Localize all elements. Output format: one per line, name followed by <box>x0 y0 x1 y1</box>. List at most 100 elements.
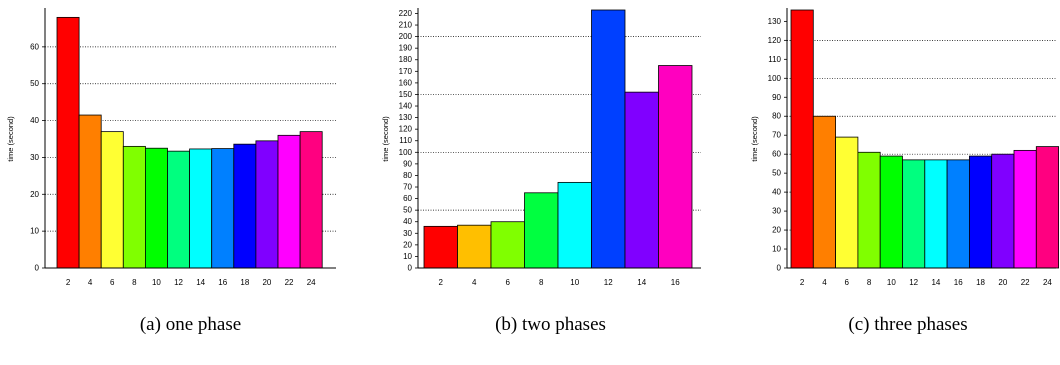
bar-10 <box>879 155 903 269</box>
y-tick-label: 10 <box>403 252 412 261</box>
y-tick-label: 180 <box>399 55 413 64</box>
y-tick-label: 170 <box>399 67 413 76</box>
x-tick-label: 2 <box>439 278 444 287</box>
y-tick-label: 80 <box>772 112 781 121</box>
bar-8 <box>857 151 881 269</box>
y-tick-label: 30 <box>403 229 412 238</box>
x-tick-label: 20 <box>998 278 1007 287</box>
x-tick-label: 16 <box>671 278 680 287</box>
caption-three-phases: (c) three phases <box>848 314 968 335</box>
y-tick-label: 100 <box>399 148 413 157</box>
chart-two-phases: 2 4 6 8 10 12 14 160102030405060708090100110120… <box>381 8 701 287</box>
y-tick-label: 40 <box>30 116 39 125</box>
x-tick-label: 22 <box>1021 278 1030 287</box>
x-tick-label: 16 <box>218 278 227 287</box>
y-tick-label: 210 <box>399 21 413 30</box>
y-tick-label: 150 <box>399 90 413 99</box>
x-tick-label: 14 <box>196 278 205 287</box>
bar-22 <box>277 134 301 269</box>
bar-20 <box>991 153 1015 269</box>
bar-6 <box>100 131 124 269</box>
bar-10 <box>557 181 592 269</box>
y-tick-label: 20 <box>772 226 781 235</box>
x-tick-label: 10 <box>570 278 579 287</box>
x-tick-label: 8 <box>867 278 872 287</box>
x-tick-label: 20 <box>262 278 271 287</box>
bar-12 <box>167 150 191 269</box>
x-tick-label: 10 <box>887 278 896 287</box>
y-tick-label: 110 <box>399 136 412 145</box>
x-tick-label: 6 <box>845 278 850 287</box>
x-tick-label: 24 <box>1043 278 1052 287</box>
y-tick-label: 50 <box>772 169 781 178</box>
y-tick-label: 50 <box>403 206 412 215</box>
y-tick-label: 20 <box>30 190 39 199</box>
x-tick-label: 18 <box>976 278 985 287</box>
y-tick-label: 120 <box>768 36 782 45</box>
x-tick-label: 14 <box>931 278 940 287</box>
x-tick-label: 12 <box>174 278 183 287</box>
y-tick-label: 90 <box>772 93 781 102</box>
bar-8 <box>524 192 559 269</box>
y-tick-label: 30 <box>772 207 781 216</box>
bar-16 <box>211 148 235 269</box>
x-tick-label: 10 <box>152 278 161 287</box>
y-tick-label: 60 <box>772 150 781 159</box>
y-tick-label: 50 <box>30 79 39 88</box>
y-tick-label: 20 <box>403 240 412 249</box>
bar-14 <box>924 159 948 269</box>
bar-22 <box>1013 149 1037 269</box>
bar-4 <box>812 115 837 269</box>
bar-18 <box>968 155 993 269</box>
chart-panel-b: 2 4 6 8 10 12 14 16 0 10 20 30 40 50 60 70 80 90 100 110 120… <box>360 0 705 365</box>
y-tick-label: 130 <box>399 113 413 122</box>
y-tick-label: 40 <box>403 217 412 226</box>
y-tick-label: 0 <box>777 264 782 273</box>
x-tick-label: 12 <box>909 278 918 287</box>
bar-24 <box>299 131 323 269</box>
y-tick-label: 70 <box>772 131 781 140</box>
bar-16 <box>658 65 693 269</box>
x-tick-label: 2 <box>800 278 805 287</box>
y-tick-label: 90 <box>403 159 412 168</box>
y-tick-label: 0 <box>35 264 40 273</box>
x-tick-label: 6 <box>506 278 511 287</box>
bar-12 <box>591 9 626 269</box>
bar-6 <box>835 136 859 269</box>
x-tick-label: 8 <box>132 278 137 287</box>
x-tick-label: 12 <box>604 278 613 287</box>
caption-two-phases: (b) two phases <box>495 314 606 335</box>
bar-20 <box>255 140 279 269</box>
y-tick-label: 10 <box>772 245 781 254</box>
chart-three-phases: 2 4 6 8 10 12 14 16 18 20 22 2401020304050607080901… <box>750 8 1059 287</box>
bar-18 <box>233 143 257 269</box>
x-tick-label: 16 <box>954 278 963 287</box>
x-tick-label: 14 <box>637 278 646 287</box>
bar-14 <box>624 91 659 269</box>
bar-10 <box>144 147 168 269</box>
y-axis-label: time (second) <box>750 116 759 162</box>
caption-one-phase: (a) one phase <box>139 314 242 335</box>
y-tick-label: 60 <box>30 42 39 51</box>
x-tick-label: 22 <box>285 278 294 287</box>
y-tick-label: 110 <box>768 55 781 64</box>
y-tick-label: 0 <box>408 264 413 273</box>
bar-2 <box>56 16 80 269</box>
x-tick-label: 8 <box>539 278 544 287</box>
y-tick-label: 40 <box>772 188 781 197</box>
y-tick-label: 70 <box>403 183 412 192</box>
chart-panel-c: 2 4 6 8 10 12 14 16 18 20 22 24 0 10 20 30 40 50 60 70 80 90 1… <box>720 0 1060 365</box>
bar-8 <box>122 145 146 269</box>
y-tick-label: 10 <box>30 227 39 236</box>
x-tick-label: 4 <box>822 278 827 287</box>
y-tick-label: 220 <box>399 9 413 18</box>
y-tick-label: 160 <box>399 78 413 87</box>
bar-12 <box>902 159 926 269</box>
y-tick-label: 130 <box>768 17 782 26</box>
chart-panel-a: 2 4 6 8 10 12 14 16 18 20 22 24 0 10 20 30 40 50 60 time (s… <box>0 0 345 365</box>
y-tick-label: 190 <box>399 44 413 53</box>
x-tick-label: 4 <box>88 278 93 287</box>
bar-24 <box>1035 146 1059 269</box>
x-tick-label: 4 <box>472 278 477 287</box>
